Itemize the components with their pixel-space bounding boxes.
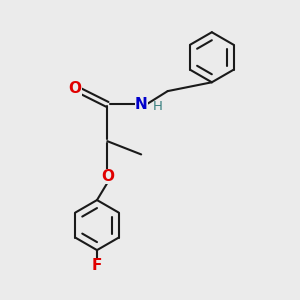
Text: O: O [68,81,81,96]
Text: F: F [92,258,102,273]
Text: H: H [152,100,162,113]
Text: O: O [101,169,114,184]
Text: N: N [135,97,148,112]
